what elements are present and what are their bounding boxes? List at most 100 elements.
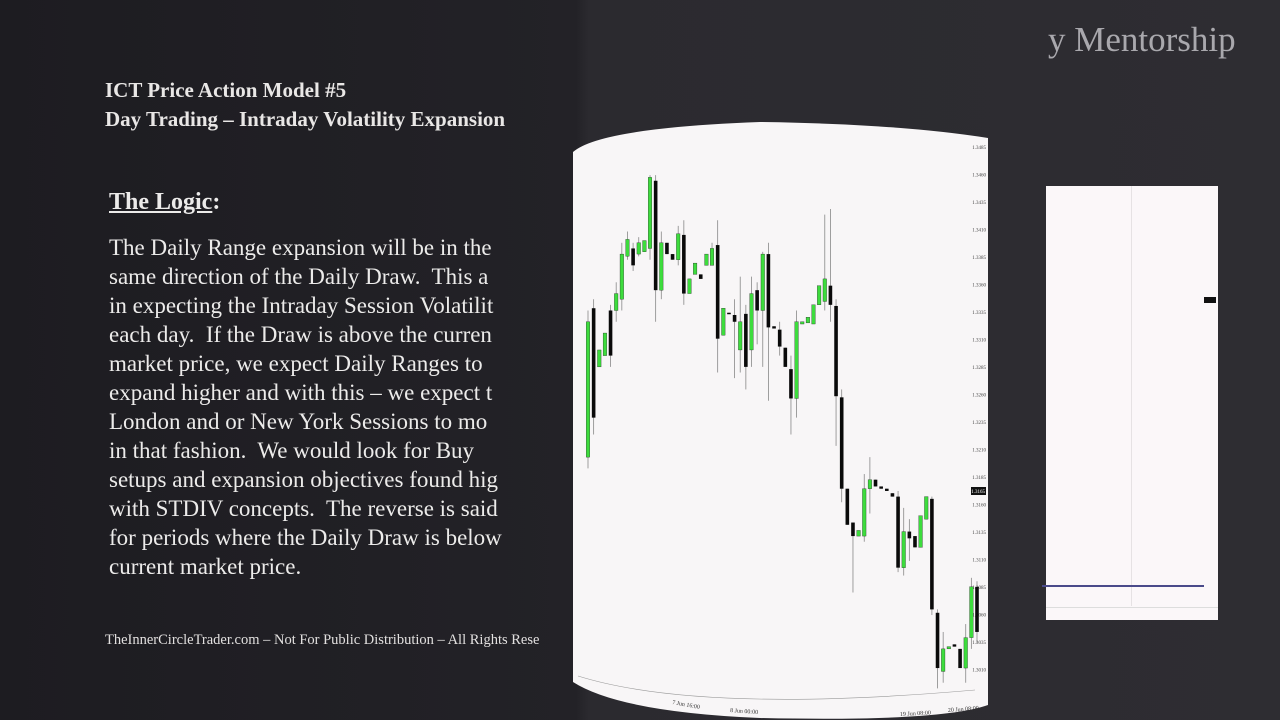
bull-candle-body <box>619 253 624 300</box>
secondary-chart-panel <box>1042 186 1218 620</box>
slide-subtitle: Day Trading – Intraday Volatility Expans… <box>105 107 506 131</box>
bear-candle-body <box>755 290 759 311</box>
bear-candle-body <box>896 496 900 568</box>
candle <box>834 299 838 446</box>
y-tick-label: 1.3385 <box>972 256 986 261</box>
candle <box>805 317 810 324</box>
bear-candle-body <box>952 644 957 647</box>
candle <box>935 609 940 689</box>
bear-candle-body <box>682 234 686 294</box>
candle <box>811 304 816 325</box>
footer-copyright: TheInnerCircleTrader.com – Not For Publi… <box>105 632 540 648</box>
candle <box>822 214 827 311</box>
candle <box>884 488 889 491</box>
bear-candle-body <box>930 498 934 610</box>
bear-candle-body <box>631 248 635 266</box>
candle <box>614 282 619 322</box>
candle <box>727 312 731 315</box>
bull-candle-body <box>625 239 630 257</box>
bear-candle-body <box>789 369 793 399</box>
bear-candle-body <box>975 586 979 632</box>
bear-candle-body <box>670 254 675 260</box>
y-tick-label: 1.3485 <box>972 146 986 151</box>
section-heading: The Logic: <box>109 189 220 216</box>
candle <box>918 515 923 548</box>
candle <box>958 648 962 669</box>
candle <box>862 474 867 542</box>
paragraph-line: in that fashion. We would look for Buy <box>109 438 475 463</box>
bull-candle-body <box>687 278 692 294</box>
bull-candle-body <box>586 321 590 458</box>
bear-candle-body <box>834 305 838 397</box>
bull-candle-body <box>710 248 714 266</box>
candle <box>693 262 698 275</box>
paragraph-line: with STDIV concepts. The reverse is said <box>109 496 498 521</box>
y-tick-label: 1.3085 <box>972 586 986 591</box>
y-tick-label: 1.3460 <box>972 174 986 179</box>
bull-candle-body <box>602 332 607 356</box>
candle <box>924 496 929 520</box>
candle <box>963 624 968 683</box>
bear-candle-body <box>879 486 883 489</box>
bear-candle-body <box>591 308 596 418</box>
current-price-marker <box>1204 297 1216 303</box>
x-tick-label: 19 Jun 08:00 <box>900 710 931 718</box>
candle <box>715 220 720 373</box>
candle <box>602 332 607 356</box>
bear-candle-body <box>907 531 912 539</box>
candle <box>856 530 861 537</box>
candle <box>766 242 771 401</box>
bear-candle-body <box>783 347 788 367</box>
candle <box>969 577 974 649</box>
bear-candle-body <box>727 312 731 315</box>
time-axis <box>1046 607 1218 620</box>
paragraph-line: setups and expansion objectives found hi… <box>109 467 499 492</box>
bull-candle-body <box>738 321 743 351</box>
bull-candle-body <box>924 496 929 520</box>
candle <box>907 519 912 561</box>
bull-candle-body <box>597 349 602 368</box>
bear-candle-body <box>913 536 917 548</box>
y-tick-label: 1.3135 <box>972 531 986 536</box>
paragraph-line: for periods where the Daily Draw is belo… <box>109 525 502 550</box>
bull-candle-body <box>822 278 827 302</box>
candle <box>817 285 822 305</box>
paragraph-line: current market price. <box>109 554 302 579</box>
paragraph-line: London and or New York Sessions to mo <box>109 409 488 434</box>
bull-candle-body <box>862 488 867 537</box>
section-heading-text: The Logic <box>109 189 213 215</box>
candle <box>687 278 692 294</box>
candle <box>789 355 793 435</box>
bull-candle-body <box>963 637 968 669</box>
bear-candle-body <box>715 245 720 339</box>
bull-candle-body <box>648 177 652 249</box>
bear-candle-body <box>839 397 844 489</box>
bull-candle-body <box>941 648 946 672</box>
candle <box>698 274 703 279</box>
candle <box>975 581 979 644</box>
candle <box>665 242 669 255</box>
y-tick-label: 1.3260 <box>972 394 986 399</box>
chart-background <box>573 122 988 719</box>
price-level-line <box>1042 585 1204 587</box>
bear-candle-body <box>828 285 833 305</box>
candle <box>839 389 844 503</box>
bull-candle-body <box>794 321 799 399</box>
bear-candle-body <box>766 254 771 328</box>
chart-gridline <box>1131 186 1132 606</box>
candle <box>631 242 635 271</box>
candle <box>732 299 737 379</box>
y-tick-label: 1.3360 <box>972 284 986 289</box>
bull-candle-body <box>867 479 872 489</box>
y-tick-label: 1.3160 <box>972 504 986 509</box>
bear-candle-body <box>608 310 613 356</box>
bear-candle-body <box>653 180 658 291</box>
bull-candle-body <box>856 530 861 537</box>
bear-candle-body <box>851 522 855 537</box>
brand-mentorship: y Mentorship <box>1048 20 1236 59</box>
candle <box>772 326 776 329</box>
y-tick-label: 1.3335 <box>972 311 986 316</box>
bull-candle-body <box>636 242 641 255</box>
current-price-box <box>971 487 986 495</box>
y-tick-label: 1.3285 <box>972 366 986 371</box>
